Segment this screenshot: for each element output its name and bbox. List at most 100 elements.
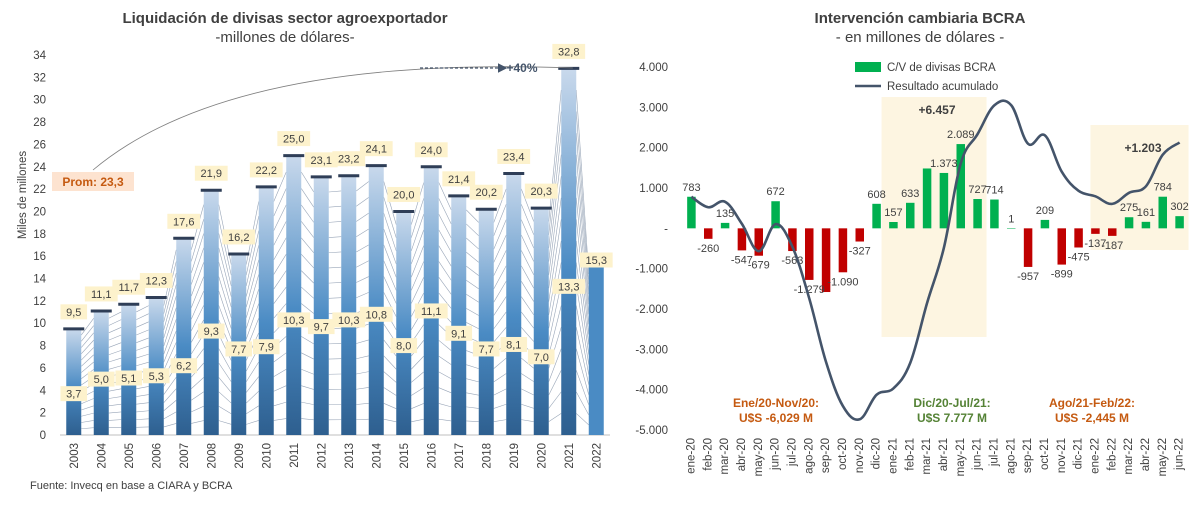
partial-label-bg	[390, 338, 418, 354]
connector-line	[383, 197, 397, 238]
connector-line	[301, 270, 314, 284]
connector-line	[245, 230, 260, 286]
bar-may-22	[1158, 196, 1167, 229]
partial-label-bg	[252, 339, 280, 355]
right-x-tick: jun-22	[1174, 438, 1186, 471]
connector-line	[108, 388, 122, 392]
bar-2008	[203, 190, 219, 435]
connector-line	[163, 400, 177, 411]
right-bar-chart: -5.000-4.000-3.000-2.000-1.000-1.0002.00…	[635, 62, 1189, 476]
connector-line	[438, 213, 452, 239]
left-x-tick: 2021	[564, 443, 576, 469]
connector-line	[218, 362, 232, 382]
connector-line	[273, 188, 287, 217]
left-x-tick: 2018	[481, 443, 493, 469]
connector-line	[301, 418, 314, 421]
connector-line	[81, 354, 94, 367]
total-label-bg	[167, 213, 201, 229]
left-y-tick: 0	[40, 430, 46, 442]
partial-label-bg	[197, 323, 225, 339]
bar-mar-20	[720, 222, 730, 229]
bar-nov-21	[1057, 228, 1066, 265]
right-y-tick: 4.000	[639, 62, 668, 74]
connector-line	[301, 336, 314, 345]
connector-line	[136, 345, 149, 351]
connector-line	[108, 311, 122, 319]
connector-line	[356, 276, 369, 283]
bar-abr-22	[1141, 221, 1151, 229]
right-chart-title: Intervención cambiaria BCRA	[814, 10, 1026, 27]
total-label-bg	[414, 142, 448, 158]
connector-line	[108, 365, 122, 370]
total-label: 20,2	[476, 187, 497, 199]
total-label-bg	[194, 165, 228, 181]
connector-line	[493, 296, 507, 316]
connector-line	[273, 352, 287, 363]
connector-line	[136, 313, 149, 320]
total-label-bg	[332, 151, 366, 167]
bar-2013	[341, 175, 357, 436]
bar-value-label: 783	[682, 182, 700, 194]
left-x-tick: 2012	[316, 443, 328, 469]
connector-line	[466, 308, 479, 316]
connector-line	[301, 237, 314, 253]
partial-label: 8,0	[396, 341, 411, 353]
partial-label: 3,7	[66, 389, 81, 401]
connector-line	[328, 190, 342, 193]
connector-line	[301, 401, 314, 405]
connector-line	[466, 378, 479, 383]
connector-line	[438, 229, 452, 253]
connector-line	[356, 197, 369, 207]
connector-line	[190, 305, 205, 331]
connector-line	[548, 240, 562, 315]
connector-line	[411, 403, 424, 409]
right-x-tick: dic-20	[871, 438, 883, 469]
connector-line	[466, 406, 479, 409]
average-label-bg	[52, 172, 134, 191]
connector-line	[301, 286, 314, 299]
total-label-bg	[84, 286, 118, 302]
connector-line	[273, 237, 287, 261]
bar-2018	[478, 209, 494, 435]
right-x-tick: abr-21	[938, 438, 950, 471]
connector-line	[191, 420, 204, 424]
bar-abr-20	[737, 228, 747, 251]
partial-label: 10,3	[338, 315, 359, 327]
connector-line	[466, 251, 479, 263]
connector-line	[548, 176, 562, 275]
period-annotation: Dic/20-Jul/21:	[913, 396, 990, 410]
bar-jul-20	[788, 228, 797, 252]
bar-abr-21	[939, 172, 949, 229]
connector-line	[575, 219, 590, 335]
total-label-bg	[277, 131, 311, 147]
right-x-tick: mar-20	[719, 438, 731, 474]
bar-2015	[396, 211, 412, 435]
connector-line	[548, 305, 562, 355]
partial-label: 7,0	[534, 352, 549, 364]
connector-line	[218, 276, 232, 318]
total-label-bg	[387, 186, 421, 202]
left-x-tick: 2005	[124, 443, 136, 469]
connector-line	[108, 319, 122, 326]
connector-line	[273, 368, 287, 377]
right-x-tick: jun-20	[770, 438, 782, 471]
connector-line	[521, 357, 534, 369]
bar-may-21	[956, 144, 965, 229]
bar-value-label: 161	[1137, 207, 1155, 219]
left-y-tick: 8	[40, 341, 46, 353]
connector-line	[328, 221, 342, 223]
connector-line	[493, 388, 507, 396]
left-x-tick: 2009	[234, 443, 246, 469]
bar-value-label: -1.279	[794, 284, 825, 296]
connector-line	[218, 247, 232, 297]
connector-line	[383, 339, 397, 357]
connector-line	[136, 402, 149, 405]
connector-line	[273, 286, 287, 304]
total-label-bg	[469, 184, 503, 200]
left-x-tick: 2015	[399, 443, 411, 469]
connector-line	[575, 154, 590, 305]
connector-line	[383, 418, 397, 423]
connector-line	[520, 265, 535, 289]
total-label: 23,4	[503, 151, 524, 163]
connector-line	[301, 204, 314, 223]
